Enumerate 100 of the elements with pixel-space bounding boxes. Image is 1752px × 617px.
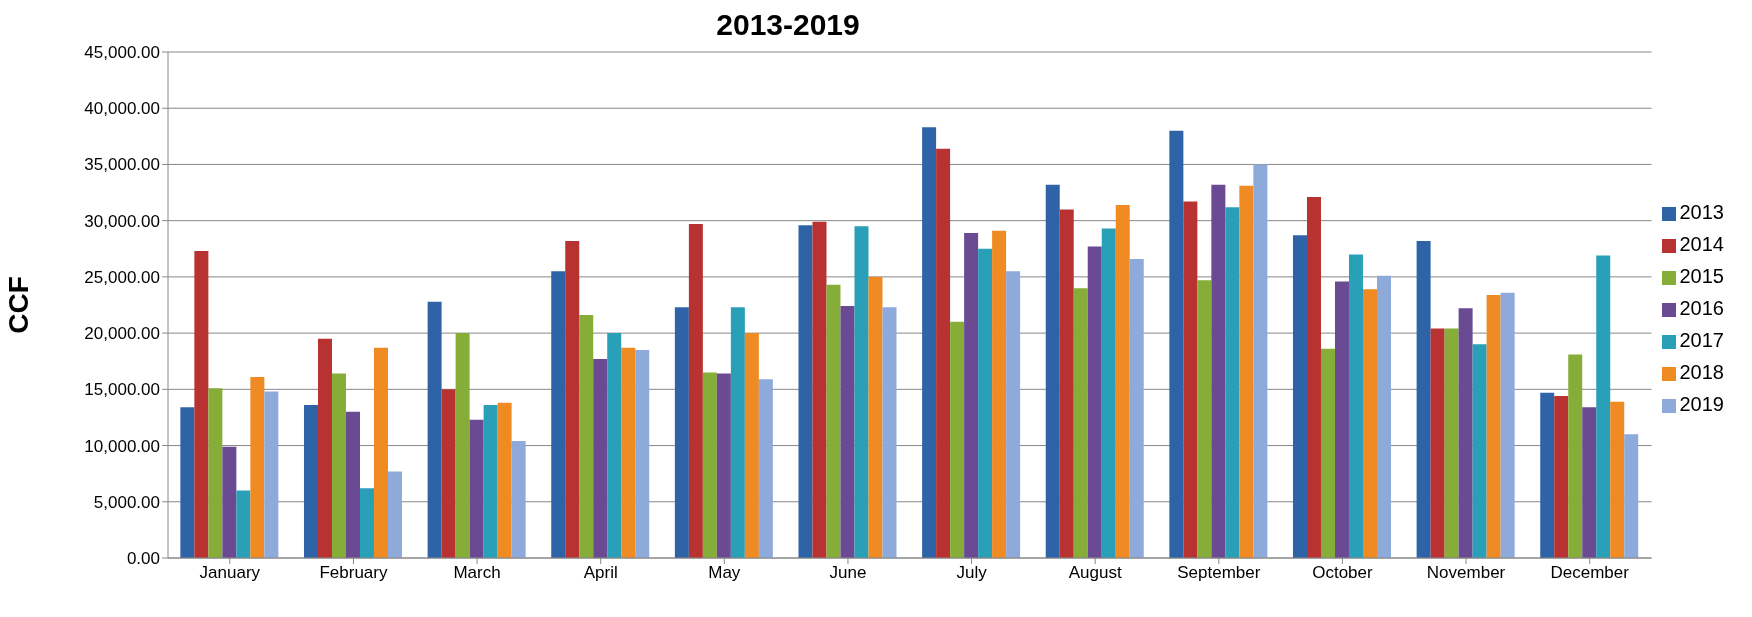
y-tick-label: 5,000.00	[93, 492, 160, 512]
bar	[1472, 344, 1487, 558]
bar	[1306, 197, 1321, 558]
bar	[812, 221, 827, 558]
y-tick-label: 25,000.00	[84, 267, 160, 287]
bar	[1486, 294, 1501, 558]
y-tick-label: 45,000.00	[84, 43, 160, 63]
y-tick-label: 40,000.00	[84, 99, 160, 119]
bar	[607, 333, 622, 558]
x-tick-label: March	[453, 563, 501, 583]
bar	[1059, 209, 1074, 558]
bar	[317, 338, 332, 558]
bar	[1253, 164, 1268, 558]
bar	[936, 148, 951, 558]
bar	[1596, 255, 1611, 558]
x-tick-label: January	[199, 563, 261, 583]
bar	[579, 315, 594, 558]
bar	[373, 347, 388, 558]
bar	[1045, 184, 1060, 558]
x-tick-label: December	[1550, 563, 1630, 583]
bar	[236, 490, 251, 558]
x-tick-label: May	[708, 563, 741, 583]
bar	[854, 226, 869, 558]
y-tick-label: 15,000.00	[84, 380, 160, 400]
bar	[208, 388, 223, 558]
bar	[427, 301, 442, 558]
bar	[1540, 392, 1555, 558]
bar	[1129, 258, 1144, 558]
bar	[992, 230, 1007, 558]
bar	[1348, 254, 1363, 558]
y-axis-title: CCF	[2, 276, 34, 334]
bar	[180, 407, 195, 558]
bar	[1444, 328, 1459, 558]
bar	[868, 276, 883, 558]
bar	[826, 284, 841, 558]
legend-label: 2015	[1679, 265, 1724, 287]
bar	[250, 376, 265, 558]
x-tick-label: April	[583, 563, 618, 583]
bar	[1073, 288, 1088, 558]
bar	[565, 240, 580, 558]
bar	[1225, 207, 1240, 558]
x-tick-label: October	[1312, 563, 1374, 583]
y-tick-label: 35,000.00	[84, 155, 160, 175]
bar	[964, 233, 979, 558]
bar	[1362, 289, 1377, 558]
bar	[716, 373, 731, 558]
bar	[1458, 308, 1473, 558]
x-tick-label: February	[319, 563, 388, 583]
bar	[1500, 292, 1515, 558]
bar	[551, 271, 566, 558]
bar	[1101, 228, 1116, 558]
y-tick-label: 30,000.00	[84, 211, 160, 231]
bar	[840, 306, 855, 558]
bar	[497, 402, 512, 558]
bar	[1211, 184, 1226, 558]
legend-label: 2017	[1679, 329, 1724, 351]
bar	[331, 373, 346, 558]
bar	[222, 446, 237, 558]
bar	[1376, 275, 1391, 558]
legend-label: 2016	[1679, 297, 1724, 319]
bar	[483, 405, 498, 558]
bar	[978, 248, 993, 558]
bar	[1183, 201, 1198, 558]
x-tick-label: July	[956, 563, 988, 583]
bar	[1239, 185, 1254, 558]
bar	[1416, 240, 1431, 558]
bar	[744, 333, 759, 558]
legend-label: 2013	[1679, 201, 1724, 223]
bar	[345, 411, 360, 558]
bar	[1554, 396, 1569, 558]
bar	[387, 471, 402, 558]
bar	[688, 224, 703, 558]
bar	[441, 389, 456, 558]
bar	[674, 307, 689, 558]
bar	[1334, 281, 1349, 558]
bar	[469, 419, 484, 558]
y-tick-label: 10,000.00	[84, 436, 160, 456]
chart-title: 2013-2019	[715, 8, 861, 42]
bar	[359, 488, 374, 558]
bar	[1430, 328, 1445, 558]
bar	[593, 358, 608, 558]
y-tick-label: 0.00	[126, 549, 160, 569]
x-tick-label: August	[1068, 563, 1122, 583]
bar	[264, 391, 279, 558]
bar	[882, 307, 897, 558]
bar	[922, 127, 937, 558]
bar	[303, 405, 318, 558]
bar	[194, 251, 209, 558]
x-tick-label: June	[829, 563, 867, 583]
x-tick-label: November	[1426, 563, 1506, 583]
bar	[1087, 246, 1102, 558]
bar	[758, 379, 773, 558]
bar	[702, 372, 717, 558]
bar	[1610, 401, 1625, 558]
bar	[798, 225, 813, 558]
legend-label: 2014	[1679, 233, 1724, 255]
bar	[1197, 280, 1212, 558]
legend-label: 2019	[1679, 393, 1724, 415]
bar	[635, 349, 650, 558]
bar	[730, 307, 745, 558]
